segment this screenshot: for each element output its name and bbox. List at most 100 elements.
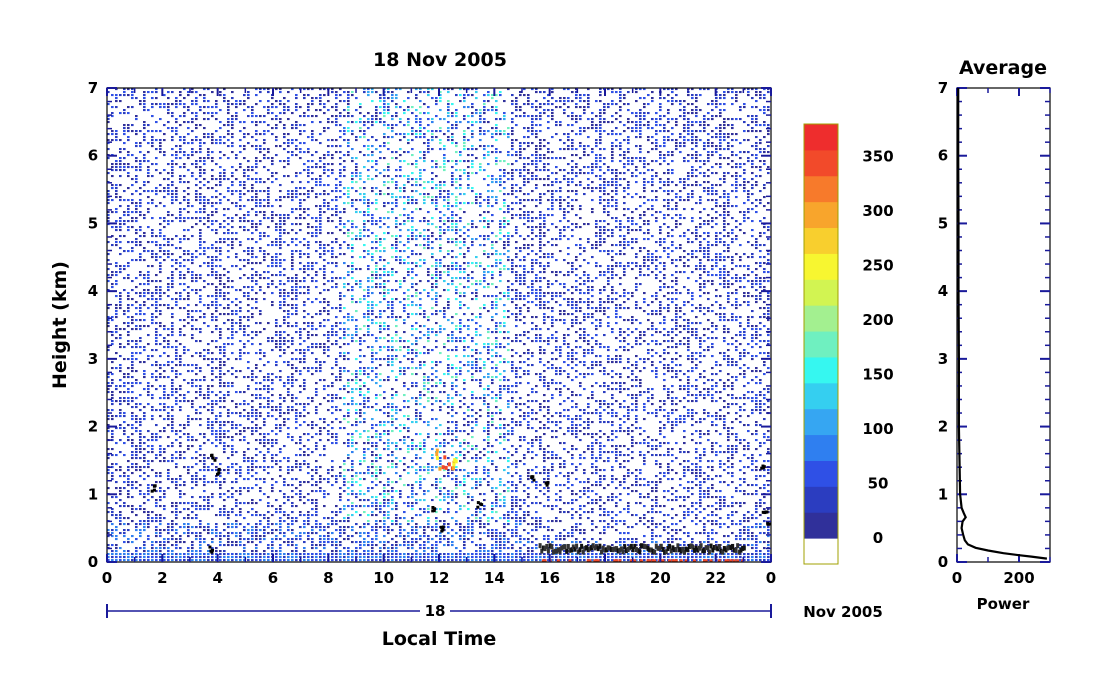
heatmap-cell — [151, 253, 154, 256]
heatmap-cell — [339, 544, 342, 547]
heatmap-cell — [295, 421, 298, 424]
heatmap-cell — [127, 124, 130, 127]
heatmap-cell — [295, 349, 298, 352]
heatmap-cell — [219, 436, 222, 439]
heatmap-cell — [339, 253, 342, 256]
heatmap-cell — [327, 301, 330, 304]
heatmap-cell — [123, 223, 126, 226]
heatmap-cell — [263, 253, 266, 256]
heatmap-cell — [315, 409, 318, 412]
heatmap-cell — [203, 286, 206, 289]
heatmap-cell — [255, 544, 258, 547]
heatmap-cell — [371, 202, 374, 205]
heatmap-cell — [283, 445, 286, 448]
heatmap-cell — [379, 268, 382, 271]
heatmap-cell — [279, 490, 282, 493]
heatmap-cell — [183, 196, 186, 199]
heatmap-cell — [283, 331, 286, 334]
heatmap-cell — [307, 331, 310, 334]
heatmap-cell — [235, 304, 238, 307]
heatmap-cell — [227, 145, 230, 148]
heatmap-cell — [335, 478, 338, 481]
heatmap-cell — [295, 466, 298, 469]
heatmap-cell — [375, 460, 378, 463]
heatmap-cell — [143, 121, 146, 124]
heatmap-cell — [163, 406, 166, 409]
heatmap-cell — [367, 307, 370, 310]
heatmap-cell — [175, 376, 178, 379]
heatmap-cell — [315, 532, 318, 535]
heatmap-cell — [127, 112, 130, 115]
heatmap-cell — [331, 220, 334, 223]
heatmap-cell — [247, 94, 250, 97]
heatmap-cell — [119, 247, 122, 250]
heatmap-cell — [223, 97, 226, 100]
heatmap-cell — [319, 229, 322, 232]
heatmap-cell — [251, 532, 254, 535]
heatmap-cell — [135, 415, 138, 418]
heatmap-cell — [199, 109, 202, 112]
heatmap-cell — [211, 319, 214, 322]
heatmap-cell — [343, 403, 346, 406]
heatmap-cell — [291, 352, 294, 355]
heatmap-cell — [139, 451, 142, 454]
heatmap-cell — [287, 334, 290, 337]
heatmap-cell — [343, 91, 346, 94]
heatmap-cell — [283, 400, 286, 403]
heatmap-cell — [343, 538, 346, 541]
heatmap-cell — [187, 523, 190, 526]
heatmap-cell — [351, 508, 354, 511]
heatmap-cell — [307, 268, 310, 271]
heatmap-cell — [311, 217, 314, 220]
heatmap-cell — [343, 475, 346, 478]
heatmap-cell — [343, 307, 346, 310]
heatmap-cell — [139, 163, 142, 166]
heatmap-cell — [283, 478, 286, 481]
heatmap-cell — [307, 169, 310, 172]
heatmap-cell — [203, 475, 206, 478]
heatmap-cell — [187, 391, 190, 394]
heatmap-cell — [147, 499, 150, 502]
heatmap-cell — [351, 277, 354, 280]
heatmap-cell — [375, 496, 378, 499]
heatmap-cell — [207, 136, 210, 139]
heatmap-cell — [115, 553, 118, 556]
heatmap-cell — [115, 283, 118, 286]
heatmap-cell — [267, 433, 270, 436]
heatmap-cell — [127, 475, 130, 478]
heatmap-cell — [199, 532, 202, 535]
heatmap-cell — [383, 433, 386, 436]
heatmap-cell — [215, 319, 218, 322]
heatmap-cell — [355, 235, 358, 238]
heatmap-cell — [107, 373, 110, 376]
heatmap-cell — [335, 325, 338, 328]
heatmap-cell — [327, 220, 330, 223]
heatmap-cell — [331, 511, 334, 514]
heatmap-cell — [219, 400, 222, 403]
heatmap-cell — [323, 448, 326, 451]
heatmap-cell — [179, 556, 182, 559]
heatmap-cell — [139, 535, 142, 538]
heatmap-cell — [375, 187, 378, 190]
heatmap-cell — [323, 289, 326, 292]
heatmap-cell — [167, 250, 170, 253]
heatmap-cell — [375, 106, 378, 109]
heatmap-cell — [187, 424, 190, 427]
heatmap-cell — [347, 433, 350, 436]
heatmap-cell — [247, 211, 250, 214]
heatmap-cell — [367, 346, 370, 349]
heatmap-cell — [363, 400, 366, 403]
heatmap-cell — [231, 166, 234, 169]
heatmap-cell — [207, 148, 210, 151]
heatmap-cell — [367, 367, 370, 370]
heatmap-cell — [155, 532, 158, 535]
heatmap-cell — [247, 199, 250, 202]
heatmap-cell — [115, 313, 118, 316]
heatmap-cell — [323, 103, 326, 106]
heatmap-cell — [227, 100, 230, 103]
heatmap-cell — [323, 298, 326, 301]
heatmap-cell — [107, 430, 110, 433]
heatmap-cell — [151, 511, 154, 514]
heatmap-cell — [295, 295, 298, 298]
heatmap-cell — [351, 268, 354, 271]
